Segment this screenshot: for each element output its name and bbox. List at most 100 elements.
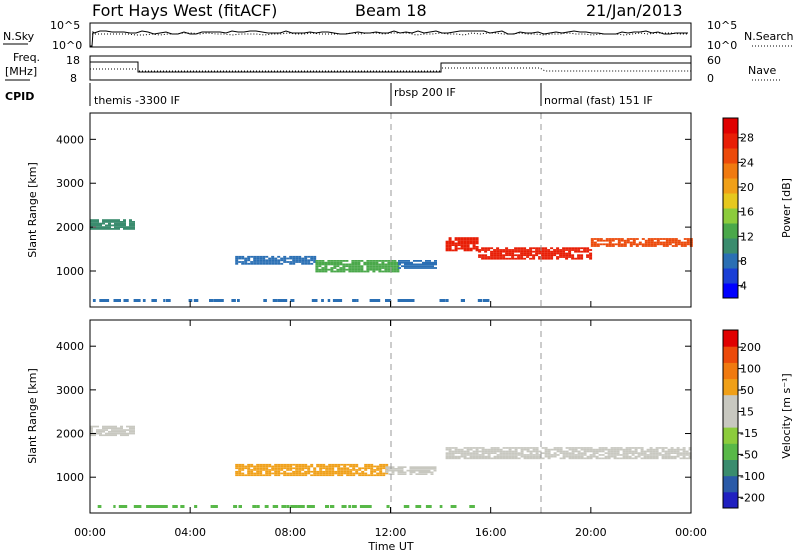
power-echo-cell xyxy=(348,268,352,271)
power-echo-cell xyxy=(90,224,93,227)
power-echo-cell xyxy=(378,270,382,273)
power-echo-cell xyxy=(372,260,376,262)
velocity-ground-scatter-cell xyxy=(194,505,198,508)
velocity-echo-cell xyxy=(90,434,93,437)
power-echo-cell xyxy=(647,238,651,240)
power-echo-cell xyxy=(407,265,410,268)
power-echo-cell xyxy=(508,254,512,257)
power-echo-cell xyxy=(574,257,578,260)
velocity-echo-cell xyxy=(643,450,647,453)
velocity-echo-cell xyxy=(379,474,383,477)
power-echo-cell xyxy=(493,249,497,251)
power-echo-cell xyxy=(90,228,93,230)
velocity-echo-cell xyxy=(559,448,563,451)
velocity-echo-cell xyxy=(448,457,452,460)
velocity-echo-cell xyxy=(385,471,389,474)
power-echo-cell xyxy=(108,222,111,225)
power-echo-cell xyxy=(431,265,434,268)
velocity-echo-cell xyxy=(346,470,350,473)
velocity-echo-cell xyxy=(685,450,689,453)
power-echo-cell xyxy=(369,261,373,264)
velocity-ground-scatter-cell xyxy=(293,505,298,508)
velocity-echo-cell xyxy=(523,457,527,460)
power-echo-cell xyxy=(484,247,488,250)
velocity-echo-cell xyxy=(331,463,335,466)
beam-title: Beam 18 xyxy=(355,1,427,20)
velocity-echo-cell xyxy=(460,450,464,453)
power-echo-cell xyxy=(589,254,593,257)
velocity-echo-cell xyxy=(349,474,353,477)
power-echo-cell xyxy=(396,261,400,264)
velocity-echo-cell xyxy=(520,455,524,458)
velocity-echo-cell xyxy=(400,469,404,472)
velocity-echo-cell xyxy=(481,447,485,449)
power-echo-cell xyxy=(93,219,96,221)
velocity-echo-cell xyxy=(259,474,263,477)
velocity-echo-cell xyxy=(90,430,93,433)
power-ground-scatter-cell xyxy=(460,299,465,302)
power-echo-cell xyxy=(499,254,503,257)
velocity-echo-cell xyxy=(571,447,575,449)
velocity-echo-cell xyxy=(673,457,677,460)
power-echo-cell xyxy=(366,265,370,268)
power-echo-cell xyxy=(360,270,364,273)
velocity-echo-cell xyxy=(613,454,617,456)
power-echo-cell xyxy=(499,252,503,255)
power-echo-cell xyxy=(250,262,254,265)
velocity-echo-cell xyxy=(93,434,96,437)
power-echo-cell xyxy=(366,270,370,273)
velocity-echo-cell xyxy=(361,472,365,475)
power-echo-cell xyxy=(463,249,467,252)
power-echo-cell xyxy=(286,261,290,263)
velocity-ground-scatter-cell xyxy=(312,505,315,508)
velocity-echo-cell xyxy=(277,465,281,468)
velocity-echo-cell xyxy=(376,469,380,471)
velocity-echo-cell xyxy=(259,470,263,473)
velocity-echo-cell xyxy=(457,450,461,453)
velocity-echo-cell xyxy=(616,457,620,460)
velocity-echo-cell xyxy=(304,472,308,475)
power-echo-cell xyxy=(99,224,102,227)
power-ground-scatter-cell xyxy=(290,299,295,302)
power-echo-cell xyxy=(553,249,557,251)
power-echo-cell xyxy=(271,259,275,262)
velocity-echo-cell xyxy=(559,450,563,453)
power-echo-cell xyxy=(357,260,361,262)
velocity-echo-cell xyxy=(235,474,239,477)
power-echo-cell xyxy=(256,255,260,258)
power-echo-cell xyxy=(381,265,385,268)
power-echo-cell xyxy=(271,255,275,258)
power-echo-cell xyxy=(123,221,126,223)
power-ground-scatter-cell xyxy=(445,299,449,302)
velocity-echo-cell xyxy=(631,447,635,449)
power-echo-cell xyxy=(431,267,434,269)
velocity-echo-cell xyxy=(499,455,503,458)
velocity-echo-cell xyxy=(568,448,572,451)
power-echo-cell xyxy=(568,250,572,253)
velocity-echo-cell xyxy=(625,447,629,449)
velocity-echo-cell xyxy=(352,472,356,475)
power-echo-cell xyxy=(410,265,413,268)
power-echo-cell xyxy=(644,241,648,244)
velocity-echo-cell xyxy=(676,450,680,453)
velocity-echo-cell xyxy=(544,454,548,456)
power-echo-cell xyxy=(469,249,473,252)
power-echo-cell xyxy=(514,250,518,253)
velocity-echo-cell xyxy=(319,470,323,473)
power-echo-cell xyxy=(544,247,548,250)
power-ground-scatter-cell xyxy=(311,299,318,302)
velocity-echo-cell xyxy=(319,467,323,470)
velocity-echo-cell xyxy=(358,467,362,470)
velocity-echo-cell xyxy=(322,467,326,470)
velocity-echo-cell xyxy=(262,469,266,471)
velocity-echo-cell xyxy=(277,469,281,471)
velocity-echo-cell xyxy=(108,427,111,430)
power-echo-cell xyxy=(384,270,388,273)
power-echo-cell xyxy=(333,270,337,273)
velocity-echo-cell xyxy=(319,463,323,466)
power-echo-cell xyxy=(375,267,379,269)
power-echo-cell xyxy=(241,257,245,260)
velocity-echo-cell xyxy=(105,432,108,435)
